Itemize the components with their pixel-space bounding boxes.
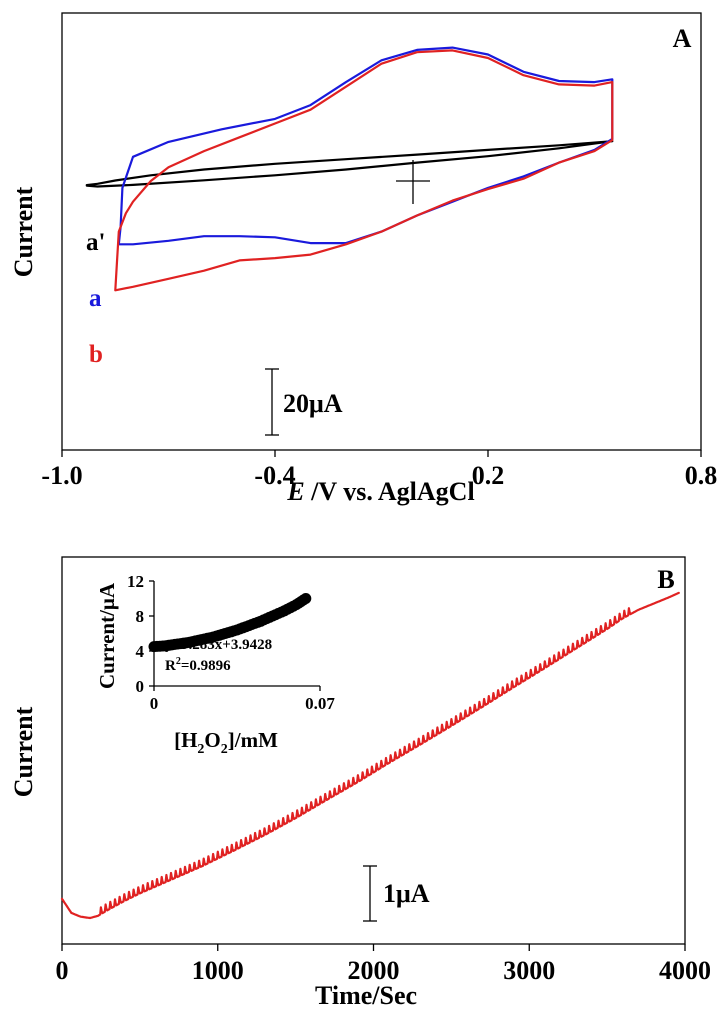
scale-bar-a-label: 20μA	[283, 389, 343, 418]
inset-ticks: 0 4 8 12 0 0.07	[127, 572, 335, 713]
panel-a-x-tick-label: -0.4	[254, 461, 295, 490]
panel-a-x-tick-label: 0.2	[472, 461, 505, 490]
panel-a-x-axis-label: E /V vs. AglAgCl	[286, 477, 474, 506]
r2-value: =0.9896	[181, 658, 231, 674]
panel-a-series	[85, 46, 614, 292]
panel-b-y-axis-label: Current	[9, 706, 38, 797]
panel-b-x-tick-label: 1000	[192, 956, 244, 985]
inset-xlabel-sub-2: 2	[221, 742, 228, 757]
inset-x-tick-label: 0.07	[305, 694, 335, 713]
inset-y-tick-label: 0	[136, 677, 145, 696]
panel-a-x-tick-label: -1.0	[41, 461, 82, 490]
inset-y-tick-label: 12	[127, 572, 144, 591]
panel-b-x-tick-label: 4000	[659, 956, 711, 985]
panel-b: B Current 0 1000 2000 3000 4000 1μA 0 4 8 12 0 0.…	[9, 556, 711, 1010]
panel-a-x-ticks: -1.0 -0.4 0.2 0.8	[41, 450, 717, 490]
panel-a-scale-bar: 20μA	[265, 368, 343, 436]
r2-base: R	[165, 658, 176, 674]
inset-fit-equation: y=9.283x+3.9428	[165, 637, 272, 653]
inset-y-tick-label: 4	[136, 642, 145, 661]
panel-a-label: A	[673, 24, 692, 53]
panel-b-scale-bar: 1μA	[363, 865, 430, 922]
panel-a-x-tick-label: 0.8	[685, 461, 718, 490]
panel-b-x-tick-label: 3000	[503, 956, 555, 985]
panel-b-series	[60, 591, 680, 920]
x-axis-label-italic-part: E	[286, 477, 304, 506]
inset-x-axis-label: [H2O2]/mM	[174, 728, 278, 757]
cv-curve-a-prime	[85, 140, 614, 188]
inset-xlabel-sub-1: 2	[197, 742, 204, 757]
amperometric-trace	[60, 591, 680, 920]
panel-b-x-tick-label: 0	[56, 956, 69, 985]
inset-data-point	[300, 593, 312, 604]
inset-r-squared: R2=0.9896	[165, 656, 231, 674]
x-axis-label-rest: /V vs. AglAgCl	[305, 477, 475, 506]
curve-label-b: b	[89, 341, 103, 368]
curve-label-a: a	[89, 285, 102, 312]
inset-xlabel-part-3: ]/mM	[228, 728, 278, 752]
inset-points	[148, 593, 312, 653]
inset-y-tick-label: 8	[136, 607, 145, 626]
panel-b-x-ticks: 0 1000 2000 3000 4000	[56, 944, 711, 985]
panel-b-x-axis-label: Time/Sec	[315, 981, 417, 1010]
panel-b-x-tick-label: 2000	[348, 956, 400, 985]
inset-xlabel-part-2: O	[204, 728, 220, 752]
panel-a: A Current -1.0 -0.4 0.2 0.8 a' a b 20μA E /…	[9, 12, 717, 506]
curve-label-a-prime: a'	[86, 229, 105, 256]
r2-superscript: 2	[176, 656, 181, 667]
inset-y-axis-label: Current/μA	[95, 582, 119, 689]
panel-a-y-axis-label: Current	[9, 186, 38, 277]
cv-curve-b	[114, 49, 614, 292]
scale-bar-b-label: 1μA	[383, 879, 430, 908]
panel-b-label: B	[657, 565, 674, 594]
inset-xlabel-part-1: [H	[174, 728, 197, 752]
cv-curve-a	[117, 46, 614, 246]
inset-x-tick-label: 0	[150, 694, 159, 713]
panel-a-frame	[61, 12, 702, 451]
